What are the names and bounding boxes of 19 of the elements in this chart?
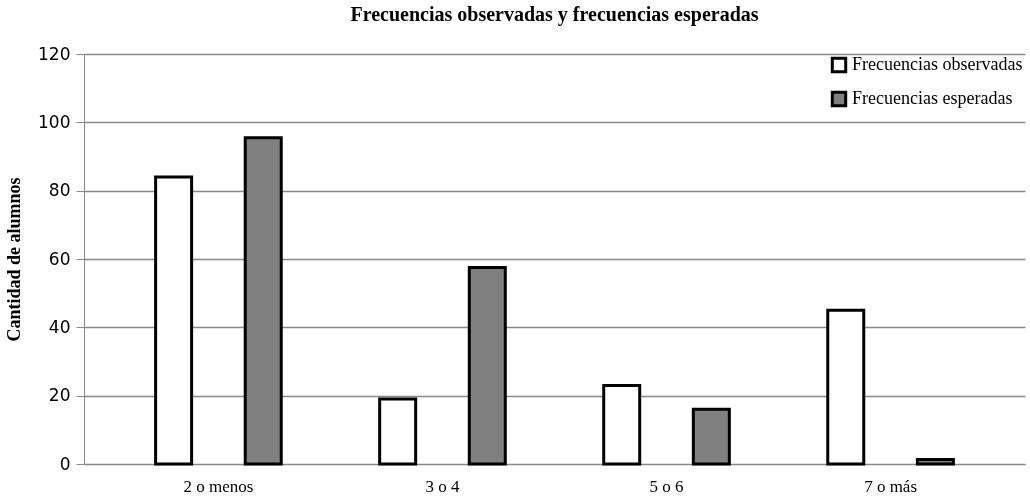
chart-title: Frecuencias observadas y frecuencias esperadas <box>350 3 759 26</box>
x-tick-label: 7 o más <box>864 476 918 496</box>
bar <box>378 397 418 466</box>
y-tick-label: 40 <box>48 316 71 337</box>
y-tick-label: 60 <box>48 248 71 269</box>
y-tick-label: 0 <box>59 453 71 474</box>
legend-label: Frecuencias observadas <box>852 54 1023 74</box>
y-tick-label: 100 <box>38 111 71 132</box>
legend-label: Frecuencias esperadas <box>852 88 1013 108</box>
bar <box>602 383 642 466</box>
y-tick-label: 80 <box>48 180 71 201</box>
x-tick-label: 5 o 6 <box>649 476 684 496</box>
bar <box>826 308 866 466</box>
x-tick-label: 2 o menos <box>183 476 254 496</box>
y-axis-title: Cantidad de alumnos <box>4 177 25 342</box>
bar <box>154 175 194 466</box>
y-tick-label: 120 <box>38 43 71 64</box>
x-tick-label: 3 o 4 <box>425 476 460 496</box>
y-tick-label: 20 <box>48 385 71 406</box>
